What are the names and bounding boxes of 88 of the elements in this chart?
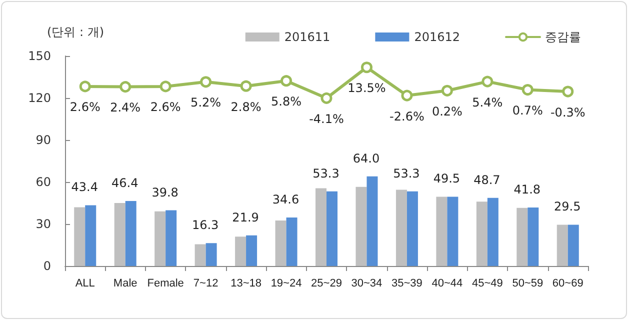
bar xyxy=(235,236,246,266)
bar xyxy=(166,210,177,266)
y-axis-title: (단위 : 개) xyxy=(47,25,104,39)
data-label: 21.9 xyxy=(232,210,259,224)
data-label: 29.5 xyxy=(554,200,581,214)
y-tick-label: 30 xyxy=(36,217,51,231)
point xyxy=(401,90,413,102)
data-label: 34.6 xyxy=(272,192,300,207)
data-label: 0.2% xyxy=(432,104,462,118)
data-label: 53.3 xyxy=(312,166,340,180)
bar xyxy=(275,220,286,266)
x-tick-label: 60~69 xyxy=(552,278,584,290)
bar xyxy=(487,198,498,266)
y-tick-label: 150 xyxy=(28,49,51,63)
bar xyxy=(246,235,258,266)
bar xyxy=(125,201,136,266)
x-tick-label: 13~18 xyxy=(230,278,262,290)
legend-label: 201611 xyxy=(284,30,330,44)
data-label: 46.4 xyxy=(111,176,138,190)
data-label: 2.8% xyxy=(230,100,262,114)
data-label: 39.8 xyxy=(152,185,178,200)
point xyxy=(120,81,132,93)
data-label: 16.3 xyxy=(192,218,219,232)
data-label: 53.3 xyxy=(393,166,420,180)
x-tick-label: 19~24 xyxy=(270,278,302,290)
bar xyxy=(436,196,448,266)
x-tick-label: Male xyxy=(113,278,138,290)
data-label: 64.0 xyxy=(352,151,380,166)
x-tick-label: 25~29 xyxy=(311,278,342,290)
y-tick-label: 0 xyxy=(43,259,51,273)
bar xyxy=(114,203,126,266)
point xyxy=(320,92,332,104)
data-label: 5.2% xyxy=(190,96,222,110)
bar xyxy=(528,207,539,266)
data-label: 48.7 xyxy=(474,172,500,187)
bar xyxy=(556,224,568,266)
x-tick-label: 40~44 xyxy=(432,278,463,290)
data-label: 5.4% xyxy=(472,95,503,110)
bar xyxy=(326,191,338,266)
point xyxy=(562,86,574,98)
point xyxy=(160,80,172,92)
bar xyxy=(568,224,579,266)
x-tick-label: 7~12 xyxy=(193,278,218,290)
point xyxy=(79,80,91,92)
bar xyxy=(194,244,206,266)
bar xyxy=(286,218,298,266)
y-tick-label: 60 xyxy=(36,175,51,189)
bar xyxy=(447,196,458,266)
bar xyxy=(396,190,407,266)
data-label: 43.4 xyxy=(71,180,98,194)
bar xyxy=(366,176,378,266)
point xyxy=(280,75,292,87)
point xyxy=(482,76,494,88)
point xyxy=(522,84,534,96)
y-tick-label: 120 xyxy=(28,91,51,105)
bar xyxy=(406,191,418,266)
data-label: -4.1% xyxy=(309,112,344,126)
legend-label: 증감률 xyxy=(545,30,581,44)
bar xyxy=(476,202,488,266)
data-label: 13.5% xyxy=(348,81,386,96)
data-label: -2.6% xyxy=(390,109,424,124)
x-tick-label: 30~34 xyxy=(351,278,382,290)
bar xyxy=(74,207,86,266)
data-label: 5.8% xyxy=(271,94,302,109)
bar xyxy=(356,186,367,266)
y-tick-label: 90 xyxy=(36,133,51,147)
legend-label: 201612 xyxy=(414,30,460,44)
bar xyxy=(85,205,96,266)
data-label: 2.6% xyxy=(150,100,181,114)
point xyxy=(360,62,372,74)
x-tick-label: 45~49 xyxy=(472,278,503,290)
x-tick-label: Female xyxy=(147,278,184,290)
point xyxy=(240,80,252,92)
data-label: 2.4% xyxy=(110,100,141,115)
x-tick-label: 50~59 xyxy=(512,278,544,290)
x-tick-label: ALL xyxy=(75,278,95,290)
data-label: 41.8 xyxy=(514,182,541,196)
point xyxy=(441,84,453,96)
x-tick-label: 35~39 xyxy=(392,278,422,290)
bar xyxy=(516,208,528,266)
data-label: 0.7% xyxy=(512,104,543,118)
point xyxy=(200,76,212,88)
bar xyxy=(154,211,166,266)
data-label: -0.3% xyxy=(550,105,586,120)
data-label: 2.6% xyxy=(70,100,100,114)
data-label: 49.5 xyxy=(433,172,460,186)
bar xyxy=(316,188,326,266)
bar xyxy=(206,243,217,266)
